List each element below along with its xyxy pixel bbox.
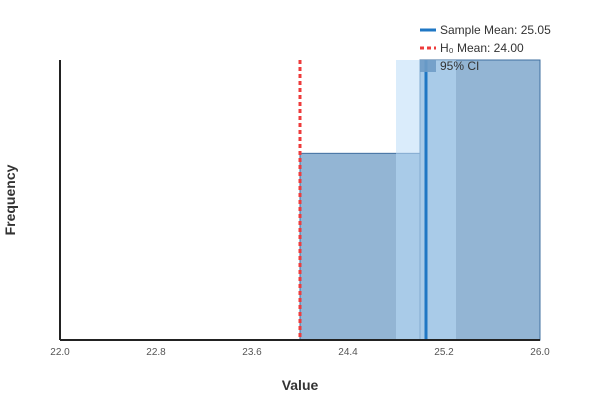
axes-layer bbox=[59, 60, 540, 341]
x-axis-label: Value bbox=[282, 377, 319, 393]
x-ticks-layer: 22.0 22.8 23.6 24.4 25.2 26.0 bbox=[50, 347, 550, 358]
x-tick-label: 24.4 bbox=[338, 347, 358, 358]
legend: Sample Mean: 25.05 H₀ Mean: 24.00 95% CI bbox=[420, 23, 551, 73]
legend-swatch-ci bbox=[420, 60, 436, 72]
x-tick-label: 22.8 bbox=[146, 347, 166, 358]
x-tick-label: 22.0 bbox=[50, 347, 70, 358]
legend-label: 95% CI bbox=[440, 59, 479, 73]
legend-label: Sample Mean: 25.05 bbox=[440, 23, 551, 37]
x-tick-label: 23.6 bbox=[242, 347, 262, 358]
x-tick-label: 25.2 bbox=[434, 347, 454, 358]
x-tick-label: 26.0 bbox=[530, 347, 550, 358]
reference-lines-layer bbox=[298, 60, 428, 340]
legend-label: H₀ Mean: 24.00 bbox=[440, 41, 524, 55]
y-axis-label: Frequency bbox=[2, 164, 18, 235]
